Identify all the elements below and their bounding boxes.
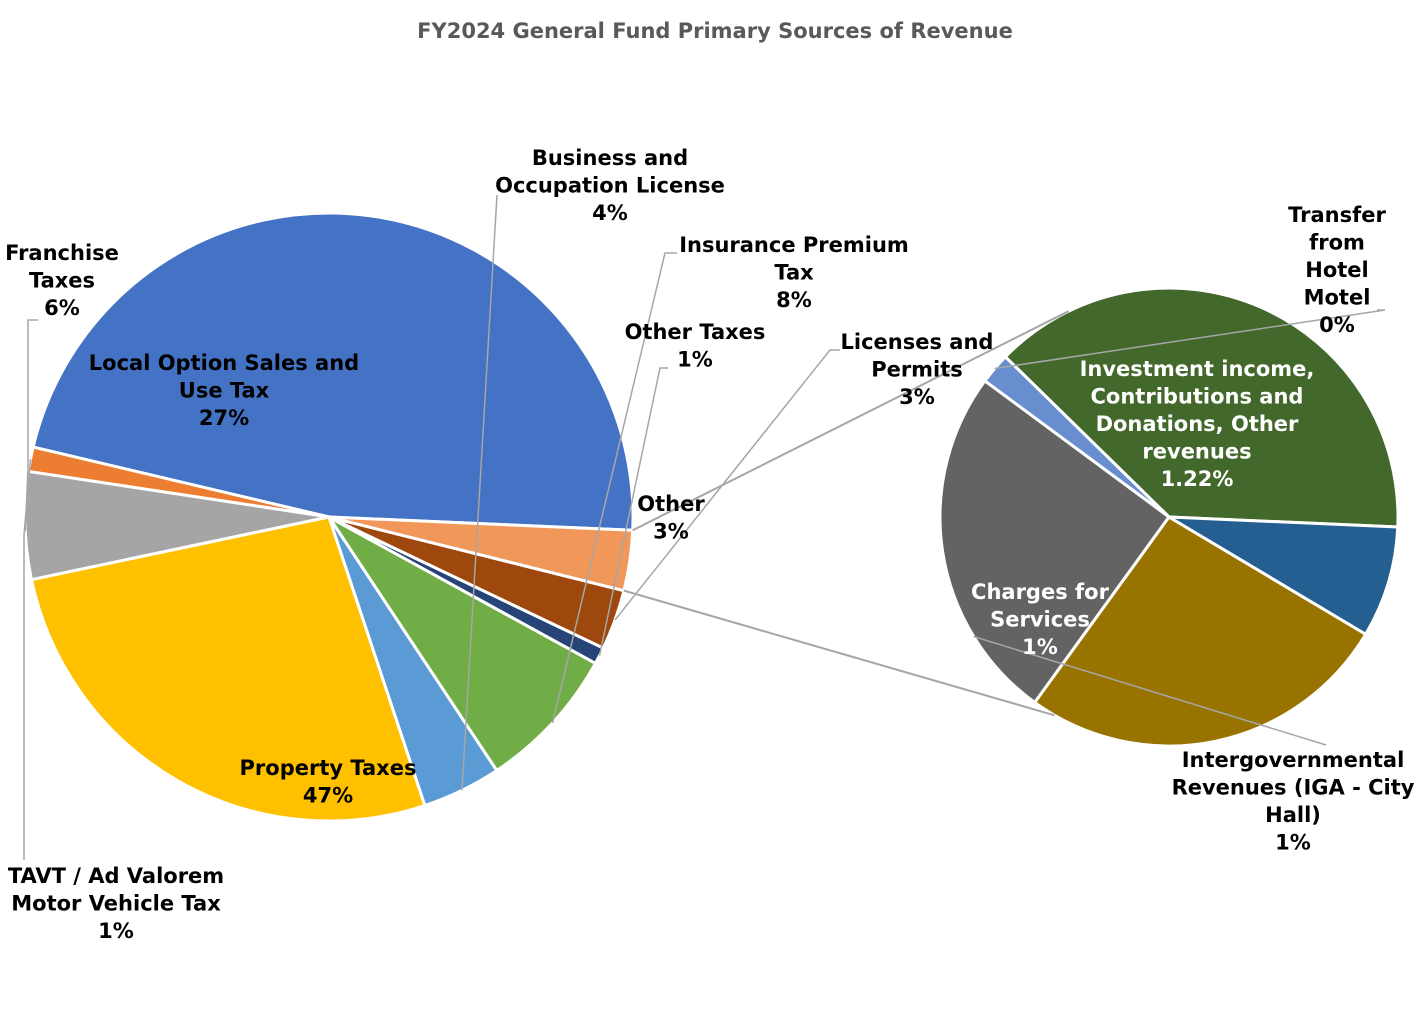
- leader-line-licenses-permits: [614, 349, 840, 621]
- label-transfer-hotel-motel: Transfer from Hotel Motel 0%: [1288, 203, 1386, 337]
- label-other: Other 3%: [637, 492, 705, 544]
- main-slice-property-taxes: [31, 211, 635, 532]
- leader-line-tavt: [23, 459, 32, 860]
- secondary-pie: [938, 286, 1400, 748]
- label-business-license: Business and Occupation License 4%: [495, 146, 725, 225]
- secondary-slice-charges-for-services: [1033, 515, 1368, 748]
- connector-line-top: [632, 310, 1070, 532]
- label-insurance-premium: Insurance Premium Tax 8%: [679, 233, 909, 312]
- label-other-taxes: Other Taxes 1%: [625, 320, 766, 372]
- leader-line-insurance-premium: [551, 252, 677, 724]
- label-licenses-permits: Licenses and Permits 3%: [841, 330, 994, 409]
- leader-line-intergovernmental: [973, 635, 1327, 746]
- label-property-taxes: Property Taxes 47%: [240, 756, 417, 808]
- leader-line-business-license: [461, 194, 498, 791]
- secondary-slice-intergovernmental-revenues-iga-city-hall: [938, 379, 1171, 705]
- label-tavt: TAVT / Ad Valorem Motor Vehicle Tax 1%: [8, 864, 224, 943]
- label-investment-income: Investment income, Contributions and Donat…: [1080, 357, 1315, 491]
- connector-line-bottom: [623, 589, 1055, 717]
- data-labels: Property Taxes 47% TAVT / Ad Valorem Motor …: [5, 146, 1415, 943]
- label-intergovernmental: Intergovernmental Revenues (IGA - City Hal…: [1172, 748, 1415, 855]
- label-local-option-sales-tax: Local Option Sales and Use Tax 27%: [89, 351, 359, 430]
- main-slice-local-option-sales-and-use-tax: [30, 515, 427, 823]
- label-charges-for-services: Charges for Services 1%: [971, 580, 1110, 659]
- leader-line-other-taxes: [598, 367, 668, 656]
- main-slice-other: [327, 515, 635, 593]
- label-franchise-taxes: Franchise Taxes 6%: [5, 241, 119, 320]
- pie-connector-lines: [623, 310, 1070, 717]
- chart-title: FY2024 General Fund Primary Sources of R…: [417, 19, 1013, 43]
- label-leader-lines: [23, 194, 1386, 860]
- main-pie: [23, 211, 635, 823]
- leader-line-transfer-hotel-motel: [994, 309, 1386, 370]
- leader-line-franchise-taxes: [24, 319, 38, 532]
- secondary-slice-unlabeled: [1167, 515, 1400, 636]
